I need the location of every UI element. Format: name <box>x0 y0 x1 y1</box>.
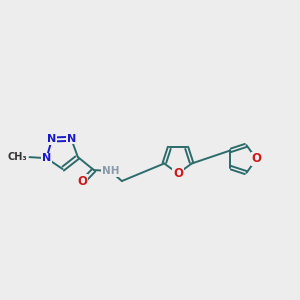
Text: O: O <box>173 167 183 180</box>
Text: O: O <box>78 175 88 188</box>
Text: N: N <box>67 134 76 144</box>
Text: CH₃: CH₃ <box>8 152 28 162</box>
Text: N: N <box>42 153 51 163</box>
Text: NH: NH <box>102 166 119 176</box>
Text: N: N <box>47 134 56 145</box>
Text: O: O <box>251 152 262 166</box>
